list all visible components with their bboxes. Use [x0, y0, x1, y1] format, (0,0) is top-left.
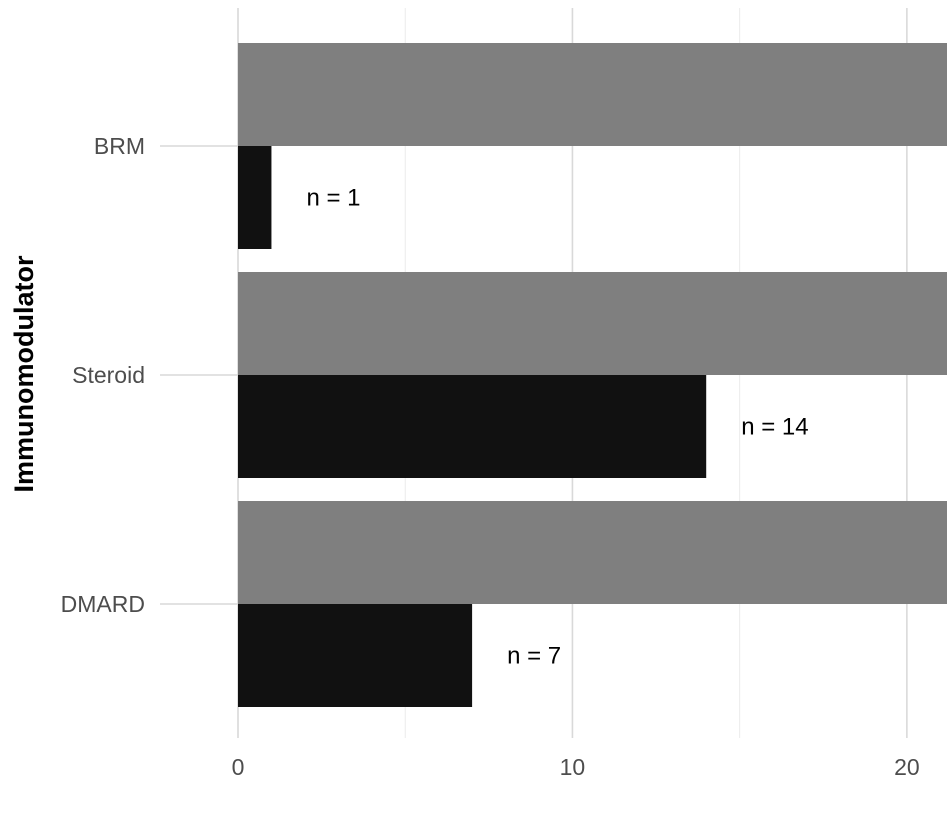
y-tick-label: DMARD [61, 591, 145, 617]
data-label: n = 1 [306, 185, 360, 212]
bars [238, 43, 947, 707]
y-tick-label: BRM [94, 133, 145, 159]
data-label: n = 14 [741, 414, 808, 441]
y-axis-label: Immunomodulator [9, 255, 39, 492]
bar-dmard-series-1 [238, 501, 947, 604]
x-tick-label: 10 [560, 754, 586, 780]
bar-steroid-series-1 [238, 272, 947, 375]
data-labels: n = 1 n = 14 n = 7 [306, 185, 808, 670]
x-tick-label: 20 [894, 754, 920, 780]
bar-brm-series-2 [238, 146, 272, 249]
bar-steroid-series-2 [238, 375, 707, 478]
bar-brm-series-1 [238, 43, 947, 146]
y-tick-labels: BRM Steroid DMARD [61, 133, 145, 617]
y-axis-ticks [160, 145, 238, 605]
x-tick-label: 0 [232, 754, 245, 780]
x-tick-labels: 0 10 20 [232, 754, 920, 780]
bar-dmard-series-2 [238, 604, 473, 707]
data-label: n = 7 [507, 643, 561, 670]
y-tick-label: Steroid [72, 362, 145, 388]
